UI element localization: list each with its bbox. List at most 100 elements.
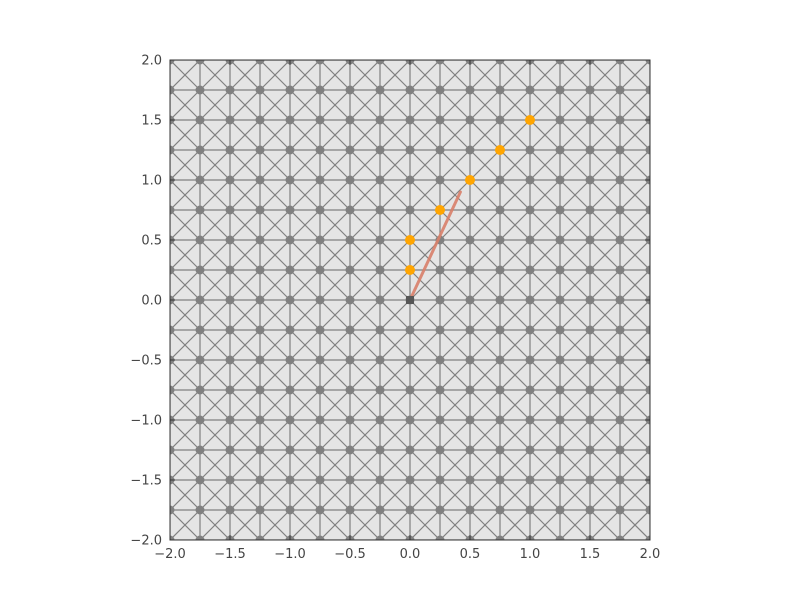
lattice-edge-diagonal — [229, 119, 261, 151]
lattice-node — [226, 26, 235, 35]
lattice-node — [676, 176, 685, 185]
lattice-node — [555, 145, 565, 155]
lattice-node — [225, 115, 235, 125]
lattice-node — [646, 26, 655, 35]
lattice-edge-diagonal — [259, 149, 291, 181]
lattice-node — [615, 235, 625, 245]
y-tick-label: 1.5 — [141, 114, 162, 129]
y-tick-label: −1.5 — [130, 474, 162, 489]
lattice-edge-diagonal — [409, 269, 441, 301]
lattice-edge-diagonal — [559, 299, 591, 331]
lattice-node — [676, 146, 685, 155]
lattice-node — [615, 415, 625, 425]
lattice-node — [315, 145, 325, 155]
lattice-node — [526, 566, 535, 575]
lattice-edge-diagonal — [649, 299, 650, 300]
lattice-node — [375, 115, 385, 125]
lattice-node — [225, 505, 235, 515]
lattice-node — [525, 415, 535, 425]
y-tick-label: −0.5 — [130, 354, 162, 369]
lattice-edge-diagonal — [439, 209, 471, 241]
lattice-edge-diagonal — [379, 449, 411, 481]
lattice-edge-diagonal — [529, 60, 530, 61]
lattice-edge-diagonal — [469, 449, 501, 481]
lattice-edge-diagonal — [409, 359, 441, 391]
lattice-node — [525, 85, 535, 95]
lattice-edge-diagonal — [410, 60, 411, 61]
lattice-node — [375, 385, 385, 395]
lattice-node — [435, 355, 445, 365]
lattice-edge-diagonal — [409, 60, 441, 91]
vector-line — [408, 190, 462, 302]
lattice-edge-diagonal — [619, 419, 650, 451]
lattice-node — [195, 505, 205, 515]
lattice-node — [285, 445, 295, 455]
lattice-node — [285, 175, 295, 185]
lattice-node — [375, 445, 385, 455]
lattice-edge-diagonal — [349, 359, 381, 391]
lattice-node — [616, 26, 625, 35]
lattice-edge-diagonal — [170, 209, 201, 241]
lattice-edge-diagonal — [170, 449, 201, 481]
lattice-edge-diagonal — [229, 60, 261, 91]
lattice-edge-diagonal — [259, 329, 291, 361]
lattice-node — [495, 415, 505, 425]
lattice-edge-diagonal — [649, 149, 650, 150]
lattice-node — [465, 85, 475, 95]
plot-area: −2.0 −1.5 −1.0 −0.5 0.0 0.5 1.0 1.5 2.0 −2.0 −1.5 −… — [130, 26, 685, 575]
lattice-edge-diagonal — [319, 389, 351, 421]
lattice-edge-diagonal — [559, 60, 560, 61]
lattice-node — [435, 385, 445, 395]
lattice-node — [255, 175, 265, 185]
lattice-edge-diagonal — [529, 479, 561, 511]
lattice-edge-diagonal — [229, 60, 230, 61]
lattice-edge-diagonal — [349, 419, 381, 451]
lattice-edge-diagonal — [649, 210, 650, 211]
x-tick-label: 1.0 — [520, 547, 541, 562]
lattice-node — [195, 60, 205, 65]
lattice-edge-diagonal — [259, 479, 291, 511]
lattice-edge-diagonal — [409, 479, 441, 511]
lattice-node — [170, 85, 175, 95]
lattice-edge-diagonal — [589, 299, 621, 331]
lattice-node — [285, 145, 295, 155]
lattice-edge-diagonal — [319, 60, 351, 91]
lattice-node — [315, 295, 325, 305]
lattice-node — [285, 265, 295, 275]
lattice-node — [225, 235, 235, 245]
lattice-node — [195, 145, 205, 155]
lattice-node — [225, 85, 235, 95]
lattice-edge-diagonal — [289, 359, 321, 391]
lattice-edge-diagonal — [289, 479, 321, 511]
lattice-edge-diagonal — [319, 509, 351, 540]
lattice-edge-diagonal — [649, 329, 650, 330]
lattice-node — [676, 26, 685, 35]
lattice-edge-diagonal — [499, 149, 531, 181]
lattice-edge-diagonal — [440, 60, 441, 61]
lattice-node — [226, 566, 235, 575]
lattice-node — [136, 446, 145, 455]
lattice-node — [586, 566, 595, 575]
lattice-edge-diagonal — [500, 60, 501, 61]
lattice-node — [285, 415, 295, 425]
lattice-node — [555, 205, 565, 215]
lattice-node — [375, 475, 385, 485]
lattice-node — [556, 26, 565, 35]
lattice-node — [555, 475, 565, 485]
lattice-node — [435, 415, 445, 425]
lattice-edge-diagonal — [229, 359, 261, 391]
lattice-node — [225, 295, 235, 305]
lattice-node — [405, 385, 415, 395]
lattice-node — [286, 26, 295, 35]
lattice-node — [555, 60, 565, 65]
lattice-edge-diagonal — [469, 119, 501, 151]
lattice-edge-diagonal — [589, 329, 621, 361]
lattice-node — [405, 415, 415, 425]
lattice-edge-diagonal — [529, 209, 561, 241]
lattice-edge-diagonal — [649, 120, 650, 121]
lattice-node — [586, 26, 595, 35]
lattice-node — [405, 505, 415, 515]
lattice-node — [315, 235, 325, 245]
lattice-node — [375, 325, 385, 335]
lattice-node — [615, 145, 625, 155]
